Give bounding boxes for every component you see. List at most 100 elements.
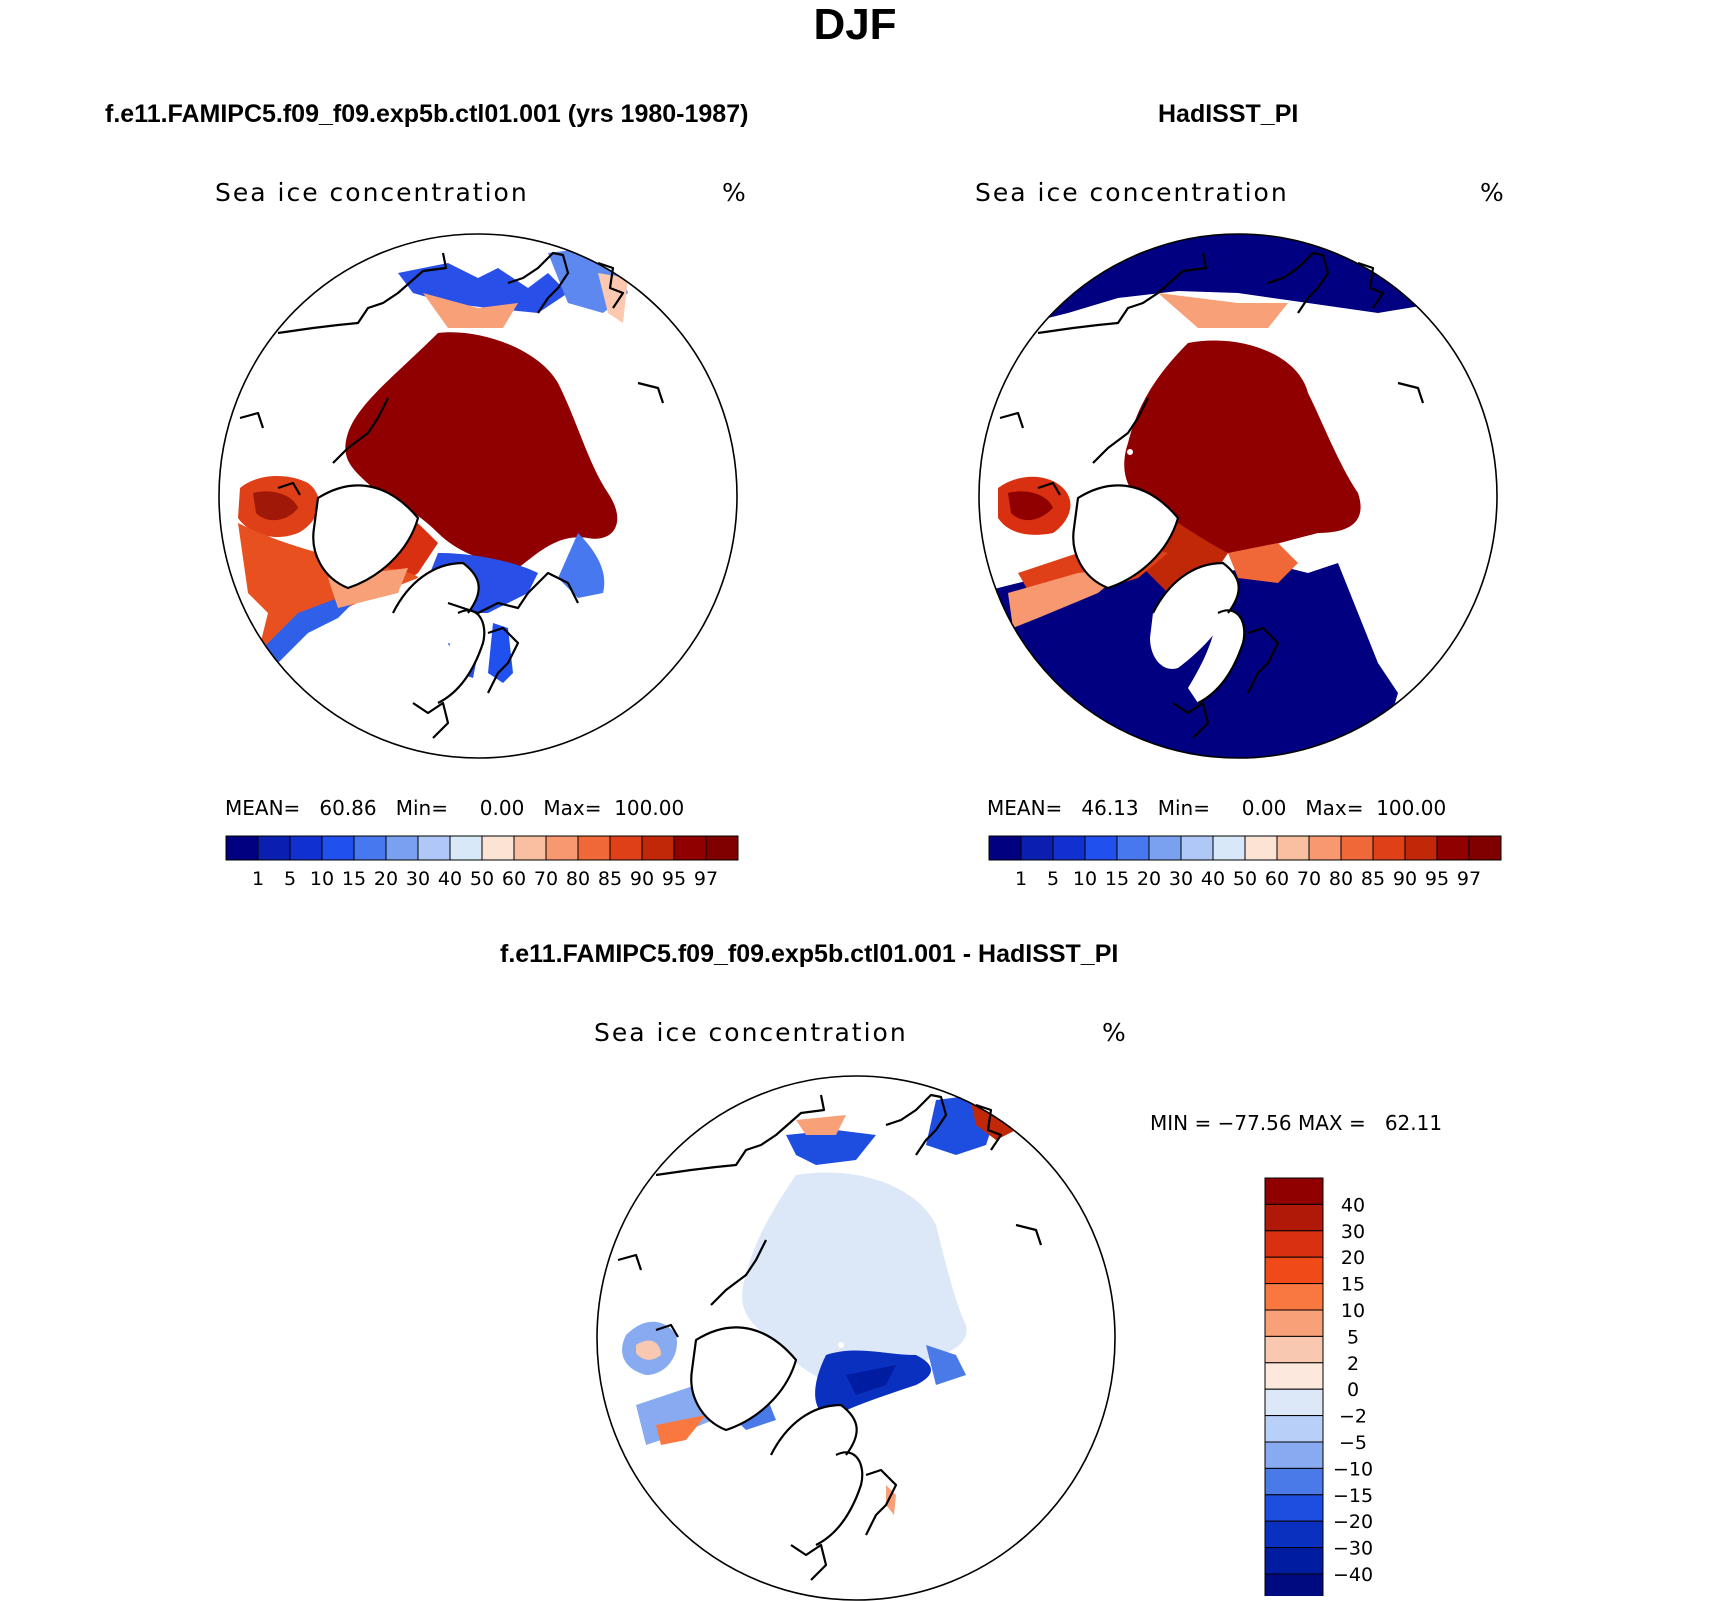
colorbar-tick-label: 90 bbox=[630, 868, 654, 890]
stats-obs: MEAN= 46.13 Min= 0.00 Max= 100.00 bbox=[987, 796, 1446, 820]
colorbar-swatch bbox=[1264, 1362, 1324, 1390]
variable-label-diff: Sea ice concentration bbox=[594, 1018, 908, 1047]
colorbar-swatch bbox=[385, 835, 419, 861]
colorbar-swatch bbox=[577, 835, 611, 861]
colorbar-swatch bbox=[1264, 1256, 1324, 1285]
panel-title-obs: HadISST_PI bbox=[1158, 100, 1299, 128]
colorbar-swatch bbox=[1244, 835, 1278, 861]
colorbar-tick-label: −40 bbox=[1333, 1564, 1373, 1586]
colorbar-tick-label: 80 bbox=[566, 868, 590, 890]
colorbar-swatch bbox=[1264, 1230, 1324, 1258]
colorbar-tick-label: −20 bbox=[1333, 1511, 1373, 1533]
colorbar-tick-label: −2 bbox=[1339, 1406, 1367, 1428]
min-label: Min= bbox=[1157, 796, 1210, 820]
min-value: 0.00 bbox=[479, 796, 525, 820]
colorbar-swatch bbox=[988, 835, 1022, 861]
colorbar-tick-label: −10 bbox=[1333, 1458, 1373, 1480]
max-label: MAX = bbox=[1297, 1111, 1366, 1135]
max-value: 100.00 bbox=[1376, 796, 1447, 820]
colorbar-tick-label: 70 bbox=[534, 868, 558, 890]
colorbar-swatch bbox=[1264, 1203, 1324, 1232]
max-label: Max= bbox=[1305, 796, 1364, 820]
colorbar-tick-label: 20 bbox=[374, 868, 398, 890]
colorbar-swatch bbox=[1308, 835, 1342, 861]
colorbar-tick-label: 97 bbox=[1457, 868, 1481, 890]
units-label-model: % bbox=[722, 178, 748, 207]
colorbar-obs: 1 5 10 15 20 30 40 50 60 70 80 85 90 95 97 bbox=[988, 835, 1502, 890]
colorbar-tick-label: 5 bbox=[284, 868, 296, 890]
colorbar-swatch bbox=[1148, 835, 1182, 861]
colorbar-swatch bbox=[1264, 1415, 1324, 1443]
colorbar-swatch bbox=[1264, 1573, 1324, 1596]
colorbar-tick-label: 80 bbox=[1329, 868, 1353, 890]
colorbar-swatch bbox=[673, 835, 707, 861]
colorbar-tick-label: 2 bbox=[1347, 1353, 1359, 1375]
colorbar-swatch bbox=[225, 835, 259, 861]
colorbar-swatch bbox=[513, 835, 547, 861]
mean-label: MEAN= bbox=[225, 796, 301, 820]
mean-value: 60.86 bbox=[319, 796, 377, 820]
colorbar-tick-label: 95 bbox=[1425, 868, 1449, 890]
colorbar-swatch bbox=[1084, 835, 1118, 861]
colorbar-swatch bbox=[1020, 835, 1054, 861]
colorbar-tick-label: 50 bbox=[1233, 868, 1257, 890]
colorbar-swatch bbox=[1264, 1177, 1324, 1205]
colorbar-swatch bbox=[1264, 1335, 1324, 1364]
colorbar-tick-label: 40 bbox=[1341, 1194, 1365, 1216]
colorbar-tick-label: 0 bbox=[1347, 1379, 1359, 1401]
colorbar-tick-label: 15 bbox=[1341, 1274, 1365, 1296]
colorbar-swatch bbox=[1116, 835, 1150, 861]
min-label: Min= bbox=[395, 796, 448, 820]
colorbar-tick-label: 60 bbox=[1265, 868, 1289, 890]
variable-label-model: Sea ice concentration bbox=[215, 178, 529, 207]
colorbar-tick-label: 15 bbox=[1105, 868, 1129, 890]
colorbar-tick-label: 90 bbox=[1393, 868, 1417, 890]
colorbar-tick-label: −30 bbox=[1333, 1538, 1373, 1560]
colorbar-swatch bbox=[705, 835, 739, 861]
colorbar-tick-label: 30 bbox=[406, 868, 430, 890]
stats-diff: MIN = −77.56 MAX = 62.11 bbox=[1150, 1111, 1442, 1135]
figure-title: DJF bbox=[813, 0, 897, 49]
variable-label-obs: Sea ice concentration bbox=[975, 178, 1289, 207]
colorbar-swatch bbox=[1052, 835, 1086, 861]
colorbar-tick-label: 97 bbox=[694, 868, 718, 890]
colorbar-swatch bbox=[1264, 1283, 1324, 1311]
colorbar-swatch bbox=[641, 835, 675, 861]
colorbar-tick-label: 85 bbox=[598, 868, 622, 890]
colorbar-tick-label: −5 bbox=[1339, 1432, 1367, 1454]
colorbar-swatch bbox=[1264, 1388, 1324, 1417]
polar-map-diff bbox=[596, 1075, 1116, 1601]
min-label: MIN = bbox=[1150, 1111, 1212, 1135]
colorbar-swatch bbox=[1264, 1520, 1324, 1549]
colorbar-tick-label: 60 bbox=[502, 868, 526, 890]
colorbar-swatch bbox=[289, 835, 323, 861]
colorbar-tick-label: 40 bbox=[438, 868, 462, 890]
colorbar-swatch bbox=[1276, 835, 1310, 861]
colorbar-swatch bbox=[1436, 835, 1470, 861]
max-value: 62.11 bbox=[1384, 1111, 1443, 1135]
colorbar-swatch bbox=[1264, 1494, 1324, 1522]
max-value: 100.00 bbox=[614, 796, 685, 820]
colorbar-tick-label: 5 bbox=[1047, 868, 1059, 890]
colorbar-tick-label: 20 bbox=[1137, 868, 1161, 890]
colorbar-tick-label: 10 bbox=[1073, 868, 1097, 890]
mean-value: 46.13 bbox=[1081, 796, 1139, 820]
colorbar-swatch bbox=[1468, 835, 1502, 861]
units-label-obs: % bbox=[1480, 178, 1506, 207]
colorbar-swatch bbox=[1404, 835, 1438, 861]
colorbar-swatch bbox=[257, 835, 291, 861]
panel-title-model: f.e11.FAMIPC5.f09_f09.exp5b.ctl01.001 (y… bbox=[105, 100, 749, 128]
colorbar-swatch bbox=[321, 835, 355, 861]
colorbar-tick-label: 95 bbox=[662, 868, 686, 890]
colorbar-swatch bbox=[1264, 1309, 1324, 1337]
colorbar-tick-label: 1 bbox=[252, 868, 264, 890]
colorbar-tick-label: 1 bbox=[1015, 868, 1027, 890]
colorbar-tick-label: 10 bbox=[1341, 1300, 1365, 1322]
colorbar-tick-label: 10 bbox=[310, 868, 334, 890]
colorbar-model: 1 5 10 15 20 30 40 50 60 70 80 85 90 95 97 bbox=[225, 835, 739, 890]
colorbar-swatch bbox=[1340, 835, 1374, 861]
mean-label: MEAN= bbox=[987, 796, 1063, 820]
polar-map-model bbox=[218, 233, 738, 759]
colorbar-tick-label: 30 bbox=[1341, 1221, 1365, 1243]
